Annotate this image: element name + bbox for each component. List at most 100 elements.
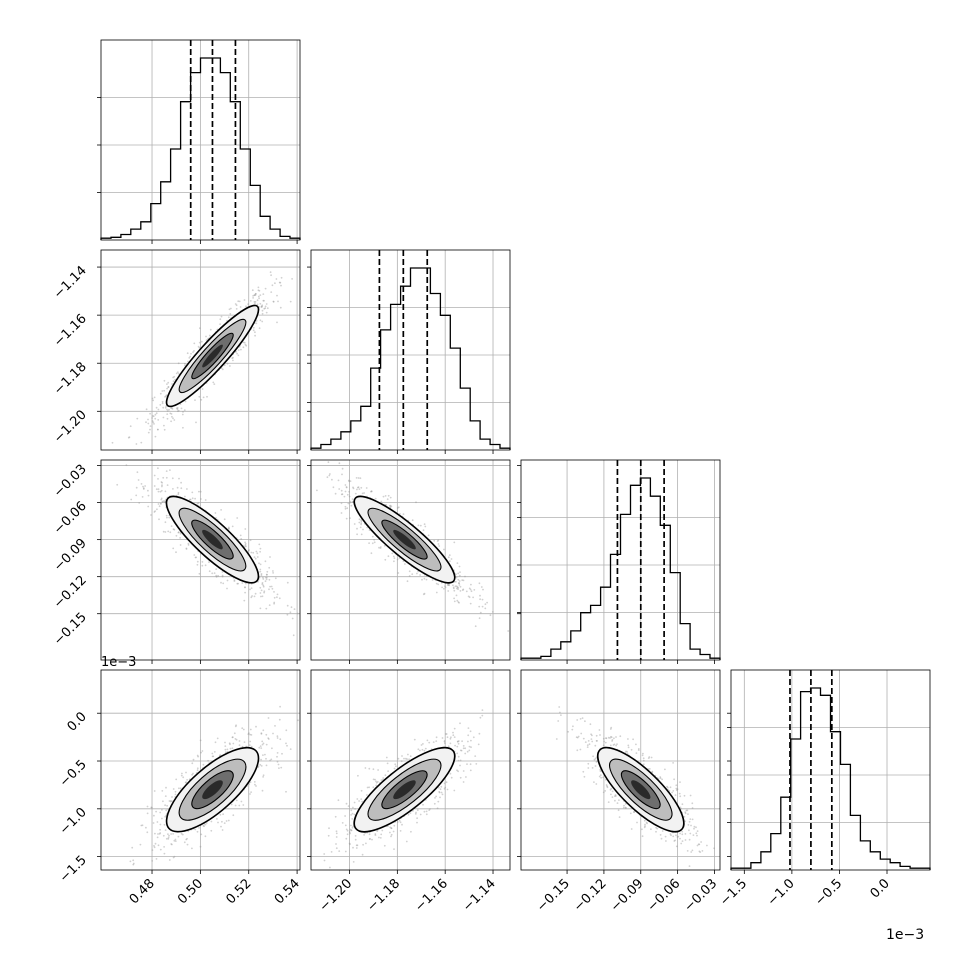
scatter-point [175,407,178,410]
scatter-point [151,415,154,417]
scatter-point [580,732,583,735]
scatter-point [194,556,197,559]
scatter-point [588,743,591,746]
scatter-point [323,853,326,855]
scatter-point [263,299,265,302]
scatter-point [384,495,387,497]
scatter-point [459,776,462,779]
scatter-point [457,572,460,575]
scatter-point [439,788,442,791]
scatter-point [257,289,260,292]
scatter-point [262,742,265,745]
scatter-point [202,763,205,766]
scatter-point [151,420,154,422]
scatter-point [350,829,352,832]
scatter-point [162,834,165,837]
scatter-point [207,759,210,762]
scatter-point [156,836,159,839]
scatter-point [368,786,370,789]
scatter-point [457,740,460,742]
scatter-point [251,289,254,292]
scatter-point [376,829,379,832]
scatter-point [458,574,461,577]
scatter-point [655,826,657,829]
scatter-point [481,598,484,601]
scatter-point [326,476,329,479]
scatter-point [289,300,292,303]
y-tick-label: −1.20 [51,408,90,447]
scatter-point [335,830,338,833]
scatter-point [458,601,460,604]
scatter-point [253,595,256,598]
scatter-point [254,331,256,334]
scatter-point [269,759,271,762]
y-tick-label: −0.09 [51,536,90,575]
scatter-point [340,502,343,505]
scatter-point [174,838,177,841]
scatter-point [296,612,299,615]
scatter-point [180,407,183,410]
scatter-point [165,514,168,517]
scatter-point [302,254,304,256]
scatter-point [356,488,358,491]
scatter-point [255,322,258,325]
scatter-point [169,800,172,803]
scatter-point [249,733,252,736]
scatter-point [147,422,150,425]
scatter-point [168,408,170,411]
scatter-point [158,505,161,508]
scatter-point [252,551,255,554]
scatter-point [196,830,199,833]
scatter-point [140,824,143,827]
scatter-point [153,846,156,849]
scatter-point [395,765,397,768]
scatter-point [567,730,569,733]
scatter-point [390,505,393,508]
scatter-point [254,557,257,560]
scatter-point [484,603,487,606]
scatter-point [686,809,689,812]
scatter-point [196,563,199,566]
scatter-point [249,728,252,731]
scatter-point [167,838,170,840]
scatter-point [456,752,459,755]
scatter-point [352,486,354,489]
scatter-point [458,582,460,585]
scatter-point [250,745,253,748]
scatter-point [139,843,142,846]
scatter-point [435,795,437,798]
scatter-point [344,505,347,508]
scatter-point [610,735,612,738]
panel-frame [310,669,511,871]
scatter-point [349,500,352,503]
scatter-point [170,843,173,845]
scatter-point [468,596,471,599]
scatter-point [389,831,391,834]
scatter-point [376,780,379,783]
scatter-point [136,417,139,420]
scatter-point [254,334,256,337]
scatter-point [417,748,420,751]
scatter-point [353,813,356,816]
scatter-point [366,526,369,529]
scatter-point [352,861,355,863]
scatter-point [449,560,451,562]
scatter-point [146,812,149,815]
scatter-point [221,829,224,831]
scatter-point [340,512,343,514]
scatter-point [583,775,586,778]
scatter-point [472,736,475,739]
scatter-point [461,579,464,581]
scatter-point [189,498,192,501]
scatter-point [159,502,162,505]
scatter-point [467,734,470,737]
scatter-point [452,734,455,737]
density-contour [202,780,223,800]
scatter-point [150,514,152,516]
scatter-point [411,519,414,522]
scatter-point [237,349,240,351]
scatter-point [267,737,270,739]
scatter-point [443,740,446,742]
scatter-point [380,500,383,503]
scatter-point [343,495,346,498]
